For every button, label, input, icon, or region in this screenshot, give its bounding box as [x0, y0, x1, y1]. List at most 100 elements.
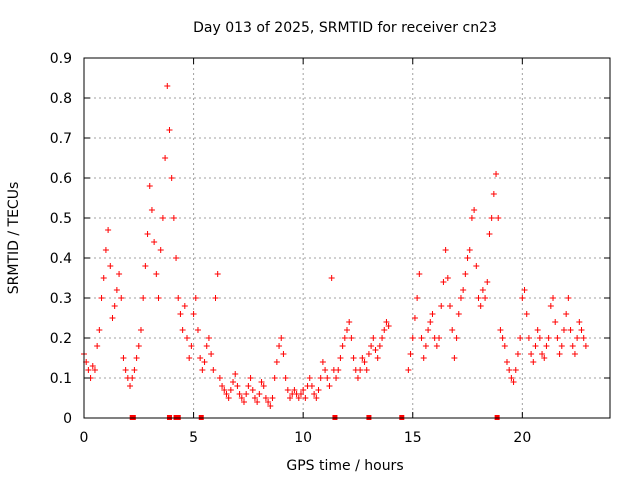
data-point: [100, 275, 107, 281]
data-point: [344, 327, 350, 333]
plot-frame: [83, 57, 611, 419]
data-point: [523, 311, 530, 317]
data-point: [225, 395, 232, 401]
data-point: [151, 239, 158, 245]
data-point: [519, 295, 526, 301]
data-point: [155, 295, 162, 301]
data-point: [146, 183, 153, 189]
data-point: [317, 375, 324, 381]
data-point: [350, 355, 357, 361]
data-point: [192, 295, 199, 301]
data-point: [328, 275, 335, 281]
data-point: [208, 351, 215, 357]
data-point: [203, 343, 210, 349]
data-point: [254, 399, 261, 405]
data-point: [556, 351, 563, 357]
data-point: [111, 303, 118, 309]
data-point: [107, 263, 114, 269]
data-point: [547, 303, 554, 309]
data-point: [383, 319, 390, 325]
data-point: [580, 335, 587, 341]
data-point: [346, 319, 353, 325]
data-point: [414, 295, 421, 301]
data-point: [418, 335, 425, 341]
data-point: [550, 295, 557, 301]
data-point: [444, 275, 451, 281]
data-point: [96, 327, 103, 333]
data-point: [475, 295, 482, 301]
data-point: [348, 335, 355, 341]
data-point: [462, 271, 469, 277]
data-point: [416, 271, 423, 277]
data-point: [256, 391, 263, 397]
data-point: [238, 395, 245, 401]
y-tick-label: 0.4: [50, 251, 72, 267]
data-point: [291, 387, 298, 393]
data-point: [517, 335, 524, 341]
data-point: [295, 395, 302, 401]
data-point: [576, 319, 583, 325]
data-point: [166, 127, 173, 133]
data-point: [407, 351, 414, 357]
data-point: [260, 383, 267, 389]
data-point: [142, 263, 149, 269]
data-point: [357, 367, 364, 373]
data-point: [471, 207, 478, 213]
data-point: [205, 335, 212, 341]
data-point: [247, 375, 254, 381]
data-point: [122, 367, 129, 373]
data-point: [162, 155, 169, 161]
data-point: [530, 359, 537, 365]
data-point: [265, 399, 272, 405]
data-point: [243, 391, 250, 397]
data-point: [177, 311, 184, 317]
data-point: [532, 343, 539, 349]
data-point: [460, 287, 467, 293]
data-point: [315, 387, 322, 393]
data-point: [479, 287, 486, 293]
data-point: [501, 343, 508, 349]
data-point: [98, 295, 105, 301]
data-point: [411, 315, 418, 321]
data-point: [278, 335, 285, 341]
data-point: [199, 367, 206, 373]
data-point: [284, 387, 291, 393]
data-point: [508, 375, 515, 381]
data-point: [297, 391, 304, 397]
data-point: [181, 303, 188, 309]
data-point: [135, 343, 142, 349]
data-point: [512, 367, 519, 373]
data-point: [493, 171, 500, 177]
grid-lines: [84, 58, 610, 418]
data-point: [258, 379, 265, 385]
data-point: [197, 355, 204, 361]
data-point: [409, 335, 416, 341]
data-point: [499, 335, 506, 341]
data-point: [372, 347, 379, 353]
data-point: [324, 375, 331, 381]
data-point: [376, 343, 383, 349]
data-point: [153, 271, 160, 277]
data-point: [569, 343, 576, 349]
data-point: [94, 343, 101, 349]
data-point: [363, 367, 370, 373]
data-point: [223, 391, 230, 397]
data-point: [464, 255, 471, 261]
data-point: [311, 391, 318, 397]
data-point: [429, 311, 436, 317]
y-tick-label: 0.1: [50, 371, 72, 387]
data-point: [240, 399, 247, 405]
y-tick-label: 0.5: [50, 211, 72, 227]
y-tick-label: 0: [63, 411, 72, 427]
data-point: [306, 375, 313, 381]
data-point: [528, 351, 535, 357]
data-point: [214, 271, 221, 277]
data-point: [565, 295, 572, 301]
y-tick-label: 0.9: [50, 51, 72, 67]
data-point: [466, 247, 473, 253]
data-point: [510, 379, 517, 385]
data-point: [179, 327, 186, 333]
data-point: [148, 207, 155, 213]
axis-ticks: [83, 57, 610, 419]
data-point: [102, 247, 109, 253]
